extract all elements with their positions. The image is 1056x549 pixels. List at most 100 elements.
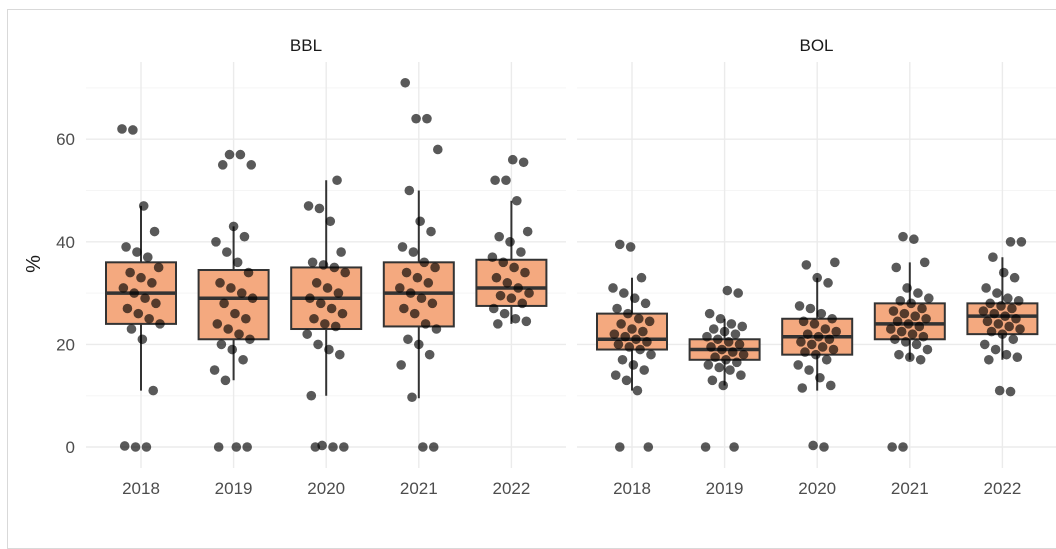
data-point [215,278,225,288]
data-point [330,321,341,332]
data-point [247,293,258,304]
data-point [903,319,914,329]
strip-label-bol: BOL [799,36,833,55]
data-point [613,339,624,350]
data-point [985,298,995,309]
data-point [213,442,224,452]
data-point [1004,321,1014,332]
data-point [245,334,255,345]
data-point [119,441,130,451]
data-point [495,290,506,301]
data-point [725,365,735,375]
data-point [796,337,806,347]
data-point [403,334,413,345]
y-tick-label: 60 [56,130,75,149]
data-point [895,295,906,306]
data-point [824,334,835,345]
y-tick-label: 0 [66,438,75,457]
data-point [996,301,1006,311]
data-point [831,326,841,337]
data-point [416,293,427,304]
data-point [491,272,502,283]
data-point [638,326,648,337]
data-point [230,308,240,319]
data-point [828,344,839,355]
data-point [423,278,434,288]
data-point [512,195,522,206]
data-point [318,260,329,270]
data-point [226,283,236,293]
data-point [1003,293,1013,304]
data-point [510,313,521,324]
data-point [639,365,650,375]
data-point [306,390,317,401]
data-point [805,303,816,314]
data-point [130,442,141,452]
data-point [211,237,221,247]
box-2019 [197,269,270,341]
data-point [137,334,148,345]
data-point [990,344,1001,355]
data-point [426,226,436,237]
data-point [994,385,1005,396]
data-point [209,365,220,375]
data-point [986,326,997,337]
data-point [910,311,921,321]
data-point [337,308,348,319]
data-point [236,288,247,298]
data-point [498,257,509,268]
data-point [623,308,633,319]
data-point [733,288,743,298]
data-point [640,298,651,309]
data-point [802,329,813,339]
data-point [643,442,654,452]
data-point [982,316,993,327]
data-point [1000,311,1010,321]
data-point [736,370,746,380]
data-point [812,272,822,283]
data-point [333,288,344,298]
data-point [239,231,250,242]
data-point [896,326,907,337]
data-point [804,365,814,375]
data-point [821,354,832,365]
data-point [238,354,248,365]
data-point [242,442,252,452]
data-point [397,242,408,252]
data-point [217,160,228,170]
x-tick-label: 2018 [122,479,160,498]
data-point [488,303,499,314]
data-point [521,316,532,327]
data-point [224,149,235,160]
data-point [793,360,803,370]
data-point [906,298,916,309]
data-point [149,226,160,237]
data-point [621,375,632,386]
data-point [794,301,805,311]
data-point [993,319,1004,329]
data-point [1001,349,1012,360]
data-point [494,231,504,242]
data-point [414,339,424,350]
data-point [122,303,133,314]
data-point [336,247,346,257]
data-point [644,316,655,327]
data-point [328,442,338,452]
data-point [513,283,523,293]
data-point [978,306,989,316]
data-point [646,349,656,360]
data-point [820,324,831,334]
faceted-boxplot-chart: % 0 20 40 60 BBL 2018 2019 2020 2021 2022 BOL 2018 20… [23,36,1056,498]
data-point [418,442,428,452]
data-point [988,252,998,262]
data-point [493,319,503,329]
data-point [614,442,625,452]
data-point [133,308,144,319]
data-point [625,242,636,252]
x-tick-label: 2021 [891,479,929,498]
data-point [998,267,1009,278]
data-point [915,354,926,365]
data-point [806,339,817,350]
data-point [900,337,911,347]
data-point [1016,237,1027,247]
